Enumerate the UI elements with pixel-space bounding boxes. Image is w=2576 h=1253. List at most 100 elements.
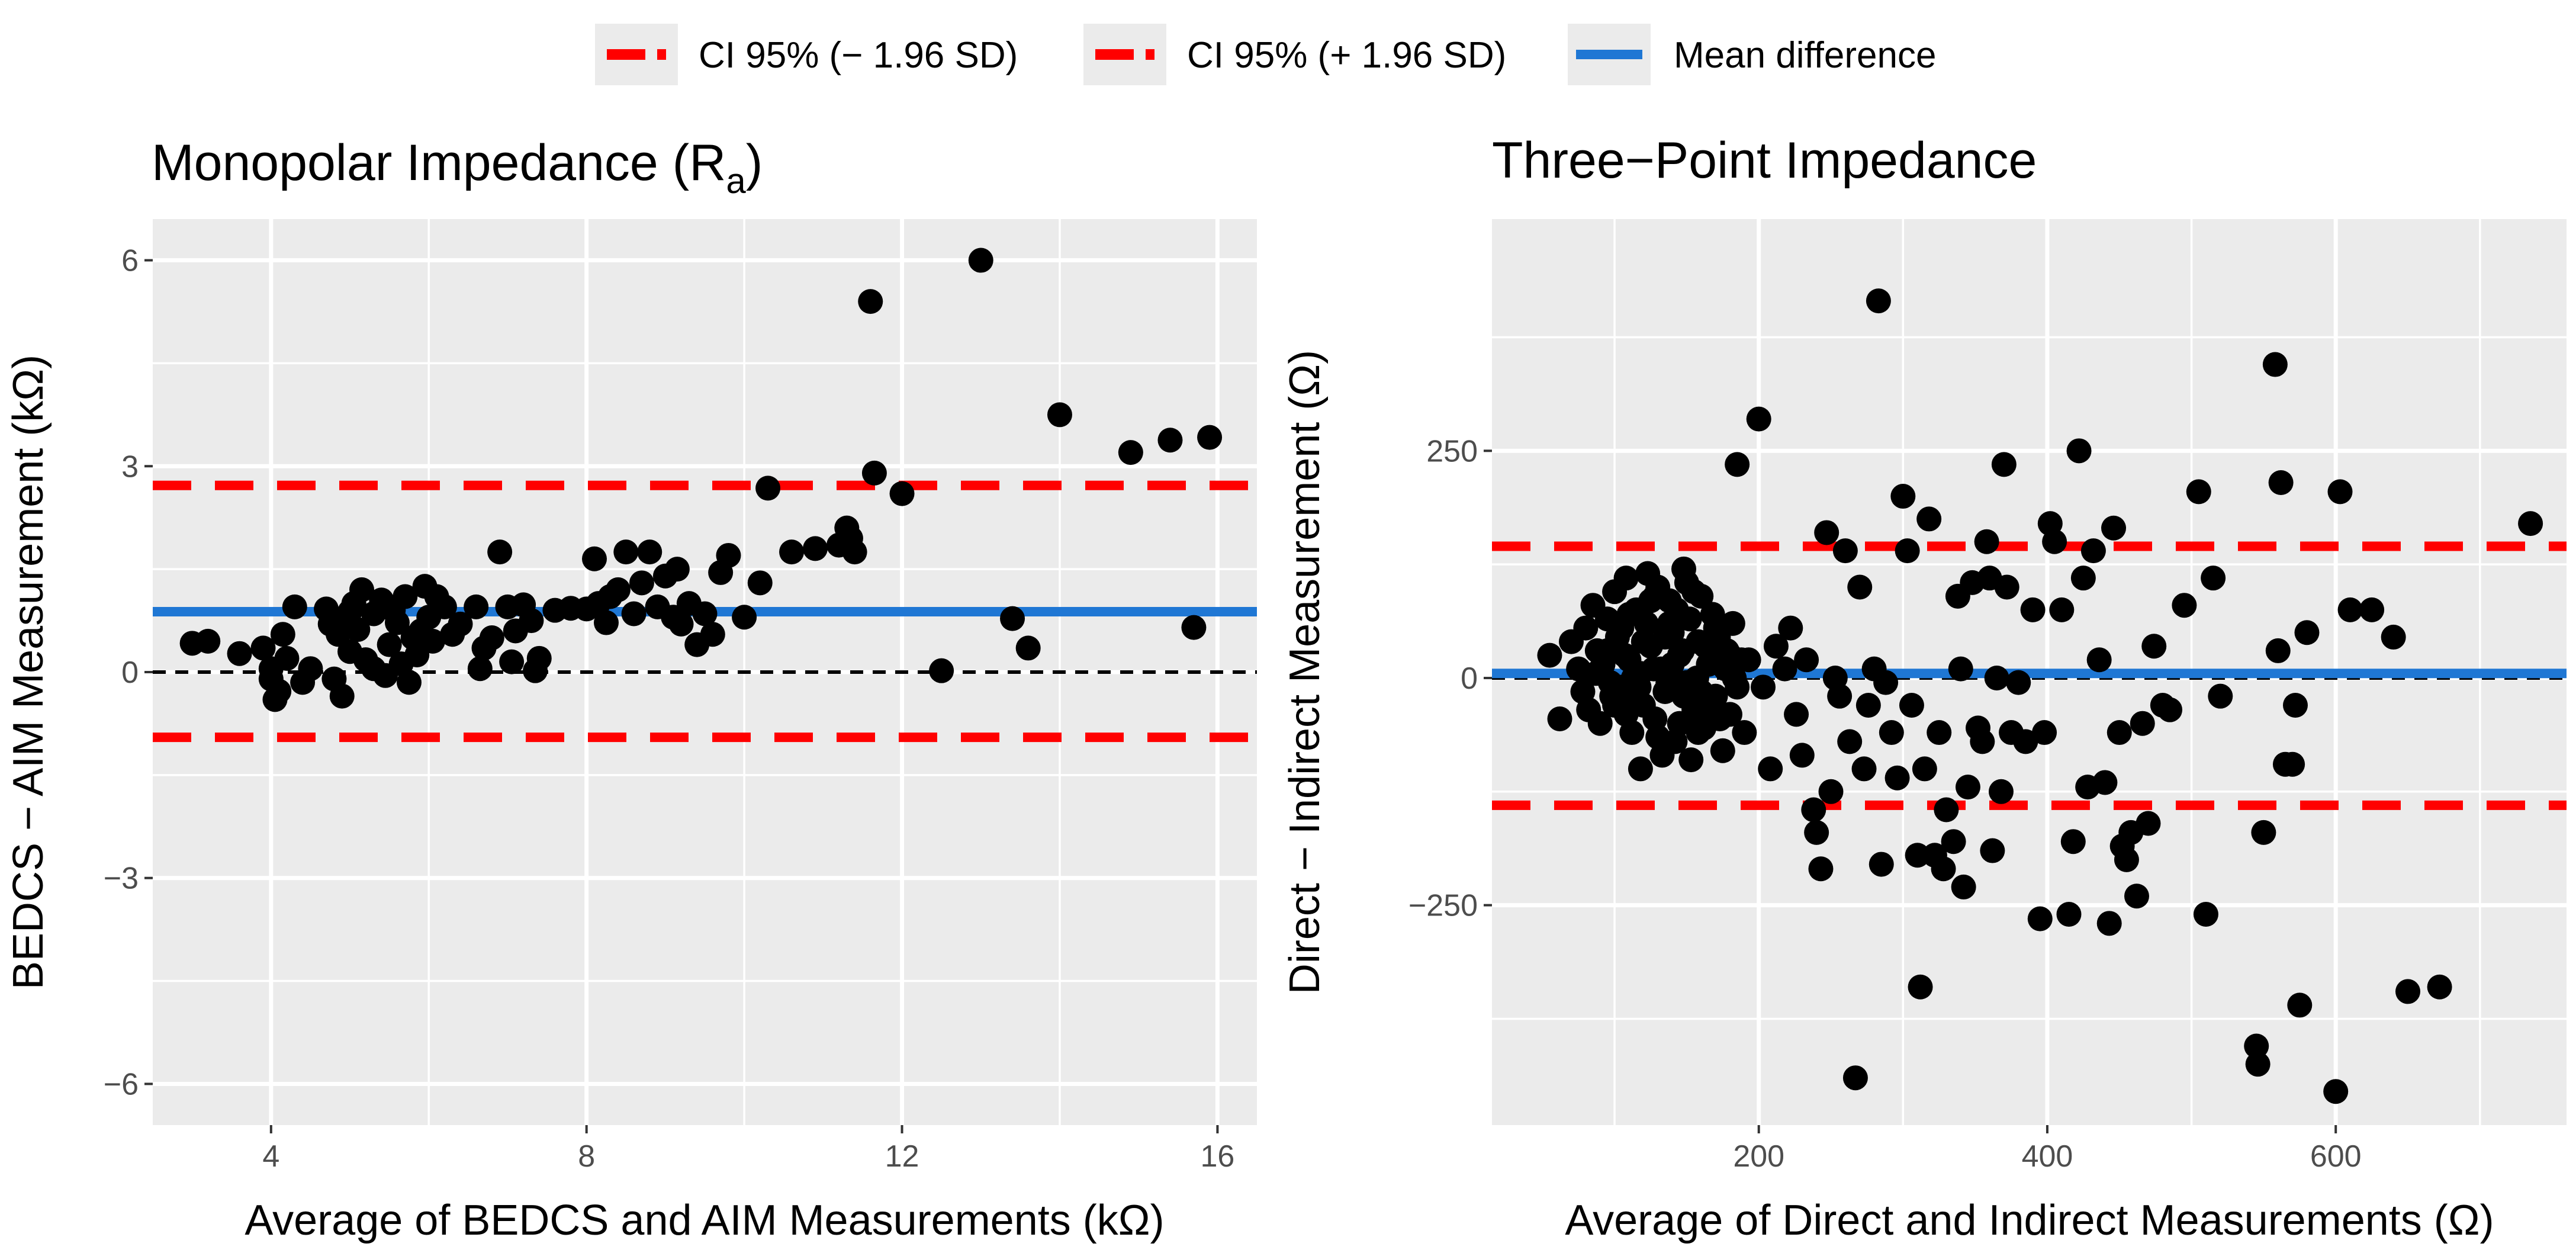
data-point xyxy=(2337,597,2363,622)
y-tick-label: −250 xyxy=(1408,889,1478,923)
data-point xyxy=(2066,438,2092,464)
data-point xyxy=(1884,765,1910,791)
x-tick-label: 12 xyxy=(885,1139,919,1174)
data-point xyxy=(1974,529,1999,554)
data-point xyxy=(298,656,323,682)
chart-title-three-point: Three−Point Impedance xyxy=(1492,132,2037,189)
axes-monopolar: 4 8 12 16 −6 −3 0 3 6 xyxy=(104,244,1235,1174)
data-point xyxy=(2107,720,2132,746)
y-tick-label: 0 xyxy=(121,656,139,690)
data-point xyxy=(1948,656,1973,682)
data-point xyxy=(2032,720,2057,746)
data-point xyxy=(2172,593,2197,618)
data-point xyxy=(1866,288,1891,314)
data-point xyxy=(464,594,489,619)
data-point xyxy=(1678,747,1704,773)
data-point xyxy=(1613,566,1639,591)
data-point xyxy=(582,546,607,571)
data-point xyxy=(448,611,473,637)
data-point xyxy=(2208,683,2233,709)
x-tick-label: 8 xyxy=(578,1139,595,1174)
data-point xyxy=(1736,647,1761,673)
data-point xyxy=(2294,620,2320,645)
data-point xyxy=(1955,775,1980,800)
data-point xyxy=(1789,743,1815,768)
data-point xyxy=(250,635,276,661)
data-point xyxy=(1931,856,1956,882)
data-point xyxy=(1626,674,1652,700)
data-point xyxy=(1994,574,2019,600)
data-point xyxy=(274,645,300,671)
data-point xyxy=(1758,756,1783,782)
data-point xyxy=(1763,634,1789,659)
data-point xyxy=(2006,670,2031,695)
data-point xyxy=(1047,402,1072,428)
data-point xyxy=(1941,829,1966,854)
data-point xyxy=(838,525,863,551)
data-point xyxy=(195,628,221,654)
y-axis-title-monopolar: BEDCS − AIM Measurement (kΩ) xyxy=(5,355,52,989)
data-point xyxy=(2287,992,2313,1018)
data-point xyxy=(732,605,757,630)
data-point xyxy=(1778,615,1803,641)
data-point xyxy=(2086,647,2112,673)
data-point xyxy=(1597,670,1623,695)
data-point xyxy=(479,625,504,651)
data-point xyxy=(2141,634,2167,659)
data-point xyxy=(1879,720,1904,746)
points-monopolar xyxy=(179,248,1223,712)
x-tick-label: 600 xyxy=(2310,1139,2362,1174)
data-point xyxy=(1722,665,1747,690)
data-point xyxy=(1814,520,1839,545)
data-point xyxy=(637,539,663,565)
data-point xyxy=(467,656,493,682)
data-point xyxy=(2268,470,2294,496)
data-point xyxy=(1772,656,1797,682)
data-point xyxy=(266,679,292,704)
data-point xyxy=(1587,711,1613,736)
data-point xyxy=(2327,479,2353,505)
legend-label-ci-upper: CI 95% (+ 1.96 SD) xyxy=(1187,35,1506,76)
data-point xyxy=(1842,1065,1868,1091)
data-point xyxy=(1181,615,1207,640)
data-point xyxy=(1684,665,1709,690)
data-point xyxy=(1837,729,1863,754)
data-point xyxy=(1818,779,1844,804)
data-point xyxy=(519,608,544,634)
data-point xyxy=(593,610,619,635)
data-point xyxy=(2013,729,2038,754)
data-point xyxy=(1869,852,1894,877)
data-point xyxy=(747,570,773,596)
data-point xyxy=(1118,440,1143,465)
data-point xyxy=(2070,566,2096,591)
data-point xyxy=(2130,711,2155,736)
data-point xyxy=(1908,974,1933,1000)
data-point xyxy=(2114,847,2139,872)
data-point xyxy=(2027,906,2053,931)
data-point xyxy=(2282,693,2308,718)
data-point xyxy=(1612,642,1638,668)
data-point xyxy=(858,289,883,314)
data-point xyxy=(2136,811,2161,836)
data-point xyxy=(1746,406,1771,432)
x-tick-label: 200 xyxy=(1733,1139,1784,1174)
data-point xyxy=(1628,756,1653,782)
data-point xyxy=(803,536,828,561)
data-point xyxy=(1657,611,1682,636)
data-point xyxy=(1916,506,1942,532)
data-point xyxy=(2080,538,2106,564)
data-point xyxy=(2251,820,2276,845)
data-point xyxy=(716,542,741,568)
points-three-point xyxy=(1537,288,2543,1104)
data-point xyxy=(968,248,993,273)
data-point xyxy=(2092,770,2118,795)
data-point xyxy=(2201,566,2226,591)
data-point xyxy=(621,601,647,626)
data-point xyxy=(393,584,418,609)
data-point xyxy=(1827,683,1853,709)
data-point xyxy=(329,683,355,709)
y-tick-label: −6 xyxy=(104,1067,139,1101)
data-point xyxy=(1970,729,1995,754)
data-point xyxy=(1855,693,1881,718)
